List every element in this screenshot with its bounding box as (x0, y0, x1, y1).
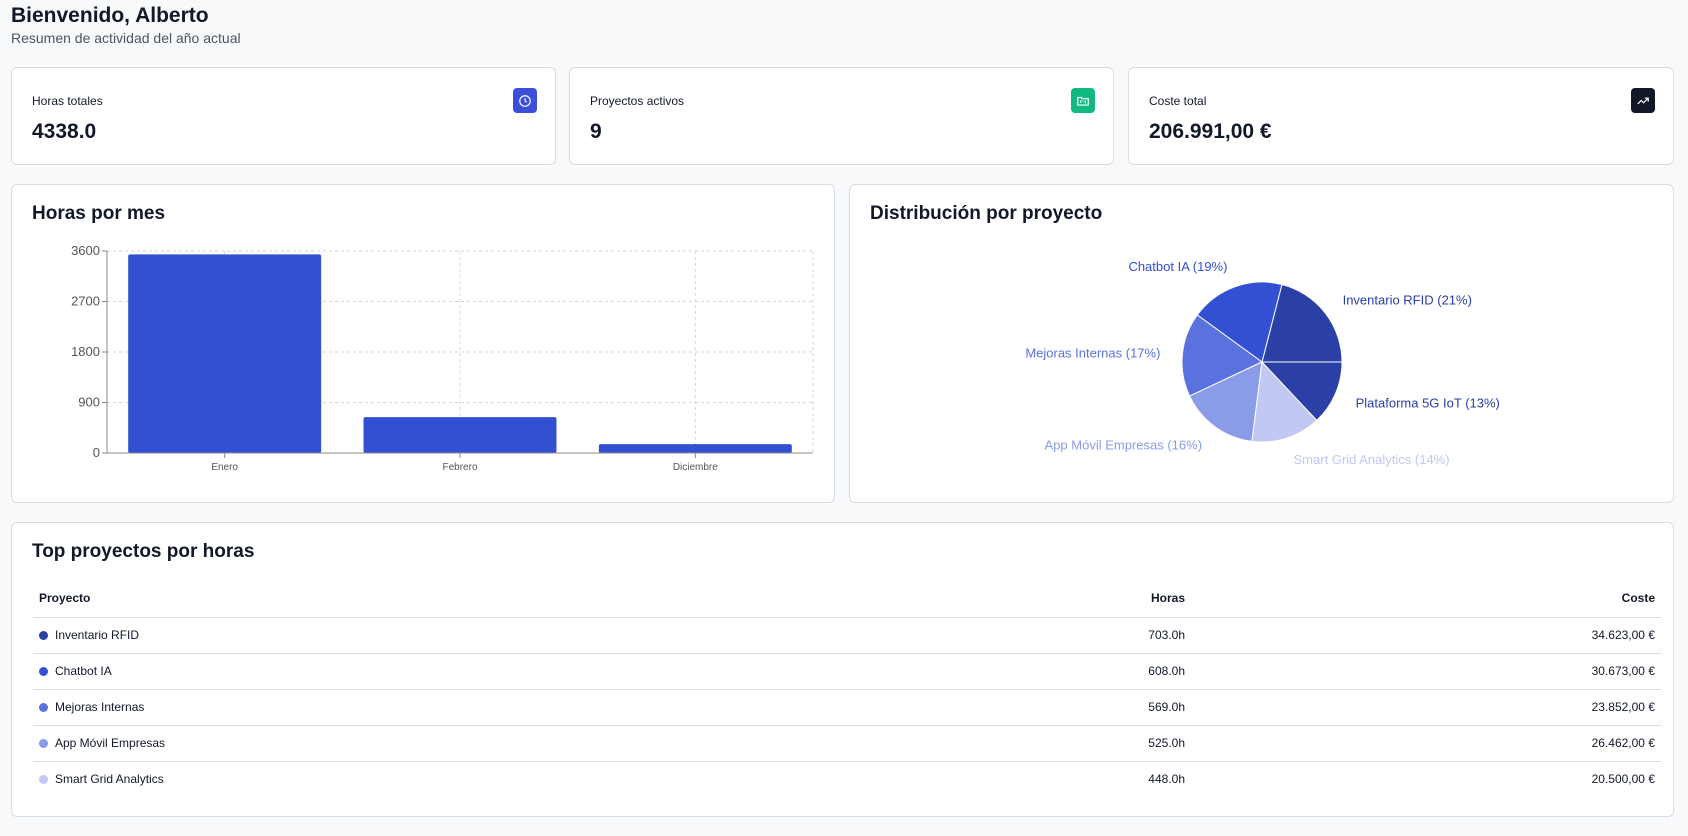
project-color-dot (39, 631, 48, 640)
stat-value: 9 (590, 120, 602, 143)
project-cell: Chatbot IA (33, 653, 891, 690)
cost-cell: 34.623,00 € (1191, 617, 1661, 654)
pie-slice (1251, 360, 1318, 443)
stat-label: Proyectos activos (590, 94, 685, 108)
project-name: Mejoras Internas (55, 700, 145, 714)
pie-slice (1261, 283, 1343, 363)
bar-diciembre (598, 444, 792, 453)
project-name: Smart Grid Analytics (55, 772, 164, 787)
trending-up-icon (1631, 88, 1655, 113)
cost-cell: 23.852,00 € (1191, 689, 1661, 726)
col-header-cost: Coste (1191, 579, 1661, 618)
pie-label: Plataforma 5G IoT (13%) (1356, 396, 1500, 411)
hours-cell: 608.0h (891, 653, 1191, 690)
project-cell: App Móvil Empresas (33, 725, 891, 762)
project-name: App Móvil Empresas (55, 736, 166, 750)
col-header-project: Proyecto (33, 579, 891, 618)
top-projects-card: Top proyectos por horas Proyecto Horas C… (11, 522, 1674, 817)
table-title: Top proyectos por horas (32, 541, 255, 562)
pie-label: Smart Grid Analytics (14%) (1294, 452, 1450, 467)
bar-enero (128, 254, 322, 453)
project-cell: Smart Grid Analytics (33, 761, 891, 797)
stat-card-projects: Proyectos activos 9 (569, 67, 1114, 165)
hours-cell: 525.0h (891, 725, 1191, 762)
bar-chart: 0 900 1800 2700 3600 Enero Febrero Diciembre (71, 243, 814, 473)
table-row: App Móvil Empresas 525.0h 26.462,00 € (33, 725, 1661, 762)
clock-icon (513, 88, 537, 113)
stat-value: 4338.0 (32, 120, 97, 143)
project-cell: Mejoras Internas (33, 689, 891, 726)
bar-chart-title: Horas por mes (32, 203, 166, 224)
pie-label: Mejoras Internas (17%) (1025, 345, 1160, 360)
hours-cell: 569.0h (891, 689, 1191, 726)
page-title: Bienvenido, Alberto (11, 4, 209, 27)
pie-slice (1188, 361, 1263, 442)
project-color-dot (39, 775, 48, 785)
x-tick-label: Enero (211, 462, 238, 473)
top-projects-table: Proyecto Horas Coste Inventario RFID 703… (33, 579, 1661, 797)
pie-label: Chatbot IA (19%) (1128, 259, 1227, 274)
project-color-dot (39, 739, 48, 748)
hours-cell: 703.0h (891, 617, 1191, 654)
table-row: Smart Grid Analytics 448.0h 20.500,00 € (33, 761, 1661, 797)
y-tick-label: 3600 (71, 243, 100, 258)
cost-cell: 26.462,00 € (1191, 725, 1661, 762)
y-tick-label: 2700 (71, 294, 100, 309)
pie-chart: Inventario RFID (21%) Chatbot IA (19%) Mej… (1025, 259, 1500, 467)
project-name: Chatbot IA (55, 664, 112, 678)
pie-label: Inventario RFID (21%) (1343, 292, 1472, 307)
bar-febrero (363, 417, 557, 453)
x-tick-label: Febrero (442, 462, 477, 473)
folder-kanban-icon (1071, 88, 1095, 113)
hours-cell: 448.0h (1148, 772, 1185, 787)
y-tick-label: 1800 (71, 344, 100, 359)
pie-slice (1260, 361, 1343, 422)
project-name: Inventario RFID (55, 628, 140, 642)
stat-value: 206.991,00 € (1149, 120, 1272, 143)
table-row: Mejoras Internas 569.0h 23.852,00 € (33, 689, 1661, 726)
page-subtitle: Resumen de actividad del año actual (11, 30, 241, 46)
pie-label: App Móvil Empresas (16%) (1045, 438, 1203, 453)
stat-label: Coste total (1149, 94, 1207, 108)
stat-card-hours: Horas totales 4338.0 (11, 67, 556, 165)
cost-cell: 20.500,00 € (1591, 772, 1655, 787)
project-color-dot (39, 667, 48, 676)
x-tick-label: Diciembre (673, 462, 718, 473)
project-color-dot (39, 703, 48, 712)
pie-slice (1196, 281, 1283, 363)
pie-slice (1181, 314, 1263, 397)
table-row: Inventario RFID 703.0h 34.623,00 € (33, 617, 1661, 654)
table-row: Chatbot IA 608.0h 30.673,00 € (33, 653, 1661, 690)
y-tick-label: 900 (78, 395, 100, 410)
cost-cell: 30.673,00 € (1191, 653, 1661, 690)
project-cell: Inventario RFID (33, 617, 891, 654)
pie-chart-title: Distribución por proyecto (870, 203, 1103, 224)
col-header-hours: Horas (891, 579, 1191, 618)
y-tick-label: 0 (93, 445, 100, 460)
stat-label: Horas totales (32, 94, 103, 108)
stat-card-cost: Coste total 206.991,00 € (1128, 67, 1674, 165)
